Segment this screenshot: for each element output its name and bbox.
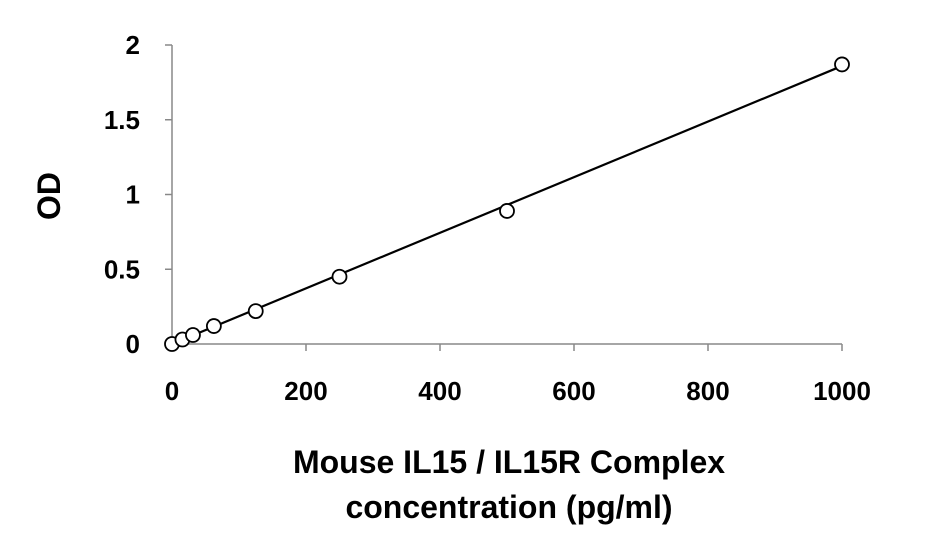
x-tick-label: 200: [284, 376, 327, 406]
data-point: [247, 303, 264, 320]
y-tick-label: 1.5: [104, 105, 140, 135]
x-tick-label: 600: [552, 376, 595, 406]
data-point: [834, 56, 850, 73]
x-tick-label: 800: [686, 376, 729, 406]
data-points: [164, 56, 850, 352]
x-axis-ticks: 0 200 400 600 800 1000: [165, 344, 871, 406]
y-tick-label: 2: [126, 30, 140, 60]
data-point: [331, 268, 348, 285]
x-axis-title-line-1: Mouse IL15 / IL15R Complex: [293, 444, 725, 480]
x-tick-label: 0: [165, 376, 179, 406]
x-tick-label: 400: [418, 376, 461, 406]
data-point: [185, 327, 201, 343]
y-tick-label: 0.5: [104, 254, 140, 284]
y-tick-label: 1: [126, 180, 140, 210]
y-tick-label: 0: [126, 329, 140, 359]
axes: [171, 45, 842, 345]
data-point: [205, 318, 222, 334]
y-axis-ticks: 0 0.5 1 1.5 2: [104, 30, 172, 359]
x-axis-title-line-2: concentration (pg/ml): [345, 489, 672, 525]
x-tick-label: 1000: [813, 376, 871, 406]
y-axis-title: OD: [31, 172, 67, 220]
data-point: [499, 203, 515, 219]
